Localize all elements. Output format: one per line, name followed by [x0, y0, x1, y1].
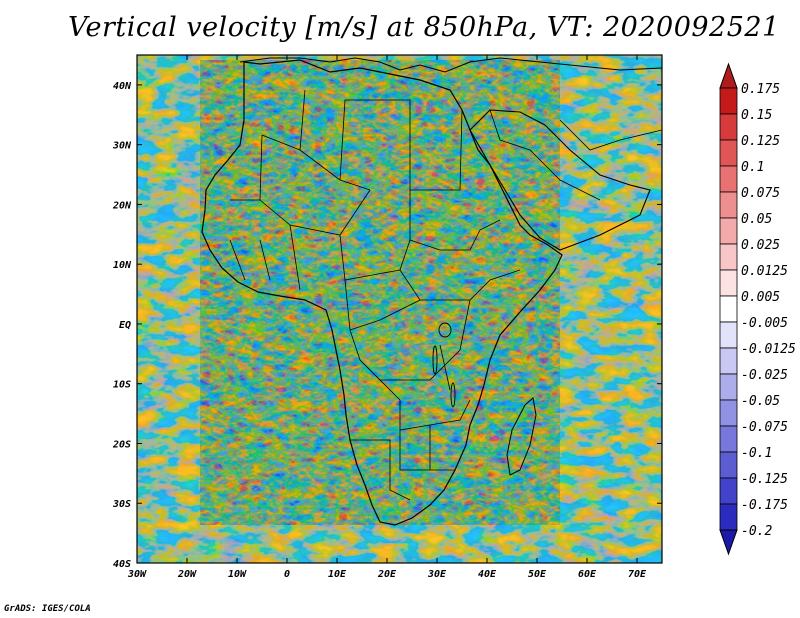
africa-coastline	[201, 59, 563, 526]
colorbar-label: -0.0125	[741, 342, 796, 357]
colorbar-swatch	[719, 87, 738, 115]
lat-tick-label: 40N	[113, 81, 132, 92]
lon-tick-label: 30E	[427, 569, 447, 580]
colorbar-swatch	[719, 165, 738, 193]
colorbar-swatch	[719, 503, 738, 531]
map-frame	[136, 54, 663, 564]
colorbar-label: 0.075	[741, 186, 780, 201]
colorbar-label: -0.1	[741, 446, 772, 461]
africa-land-texture	[200, 60, 560, 525]
colorbar-swatch	[719, 399, 738, 427]
colorbar-label: 0.175	[741, 82, 780, 97]
colorbar-label: 0.0125	[741, 264, 788, 279]
colorbar-swatch	[719, 217, 738, 245]
colorbar-swatch	[719, 191, 738, 219]
lake-malawi	[450, 382, 456, 408]
colorbar-label: 0.125	[741, 134, 780, 149]
lon-tick-label: 30W	[127, 569, 147, 580]
colorbar-label: -0.175	[741, 498, 788, 513]
colorbar-label: 0.1	[741, 160, 764, 175]
lon-tick-label: 70E	[628, 569, 647, 580]
lon-tick-label: 10W	[228, 569, 247, 580]
madagascar-outline	[506, 397, 537, 476]
lon-tick-label: 20E	[377, 569, 397, 580]
colorbar-swatch	[719, 477, 738, 505]
lat-tick-label: 20S	[112, 439, 131, 450]
colorbar-label: -0.075	[741, 420, 788, 435]
colorbar-label: 0.005	[741, 290, 780, 305]
colorbar-label: -0.2	[741, 524, 772, 539]
arabia-coastline	[469, 109, 651, 251]
colorbar-swatch	[719, 243, 738, 271]
lat-tick-label: 20N	[112, 200, 132, 211]
colorbar-swatch	[719, 451, 738, 479]
map-title: Vertical velocity [m/s] at 850hPa, VT: 2…	[68, 12, 780, 43]
colorbar-label: 0.025	[741, 238, 780, 253]
colorbar-swatch	[719, 347, 738, 375]
colorbar-swatch	[719, 321, 738, 349]
colorbar-swatch	[719, 139, 738, 167]
lake-tanganyika	[432, 345, 438, 375]
colorbar-label: -0.025	[741, 368, 788, 383]
latitude-axis: 40N 30N 20N 10N EQ 10S 20S 30S 40S	[112, 81, 662, 570]
lat-tick-label: 10S	[113, 380, 131, 391]
country-borders	[229, 89, 662, 501]
lon-tick-label: 0	[284, 569, 290, 580]
colorbar-label: -0.005	[741, 316, 788, 331]
colorbar-bottom-arrow	[719, 529, 738, 556]
longitude-axis: 30W 20W 10W 0 10E 20E 30E 40E 50E 60E 70E	[127, 55, 647, 580]
map-panel	[137, 55, 662, 563]
colorbar-label: -0.125	[741, 472, 788, 487]
lat-tick-label: 30N	[112, 141, 132, 152]
colorbar-swatch	[719, 425, 738, 453]
lat-tick-label: 30S	[112, 499, 131, 510]
lon-tick-label: 20W	[177, 569, 197, 580]
lat-tick-label: EQ	[119, 320, 131, 331]
lon-tick-label: 60E	[578, 569, 597, 580]
lon-tick-label: 10E	[328, 569, 347, 580]
lat-tick-label: 40S	[113, 559, 131, 570]
lon-tick-label: 40E	[478, 569, 497, 580]
colorbar-swatch	[719, 113, 738, 141]
lon-tick-label: 50E	[528, 569, 547, 580]
colorbar-label: 0.05	[741, 212, 772, 227]
lake-victoria	[438, 322, 452, 338]
colorbar: 0.175 0.15 0.125 0.1 0.075 0.05 0.025 0.0125 0.0…	[719, 62, 796, 556]
colorbar-top-arrow	[719, 62, 738, 89]
colorbar-label: -0.05	[741, 394, 780, 409]
grads-credit: GrADS: IGES/COLA	[4, 604, 91, 614]
lat-tick-label: 10N	[113, 260, 132, 271]
colorbar-swatch	[719, 295, 738, 323]
colorbar-swatch	[719, 373, 738, 401]
europe-coastline	[239, 57, 662, 73]
colorbar-label: 0.15	[741, 108, 772, 123]
colorbar-swatch	[719, 269, 738, 297]
